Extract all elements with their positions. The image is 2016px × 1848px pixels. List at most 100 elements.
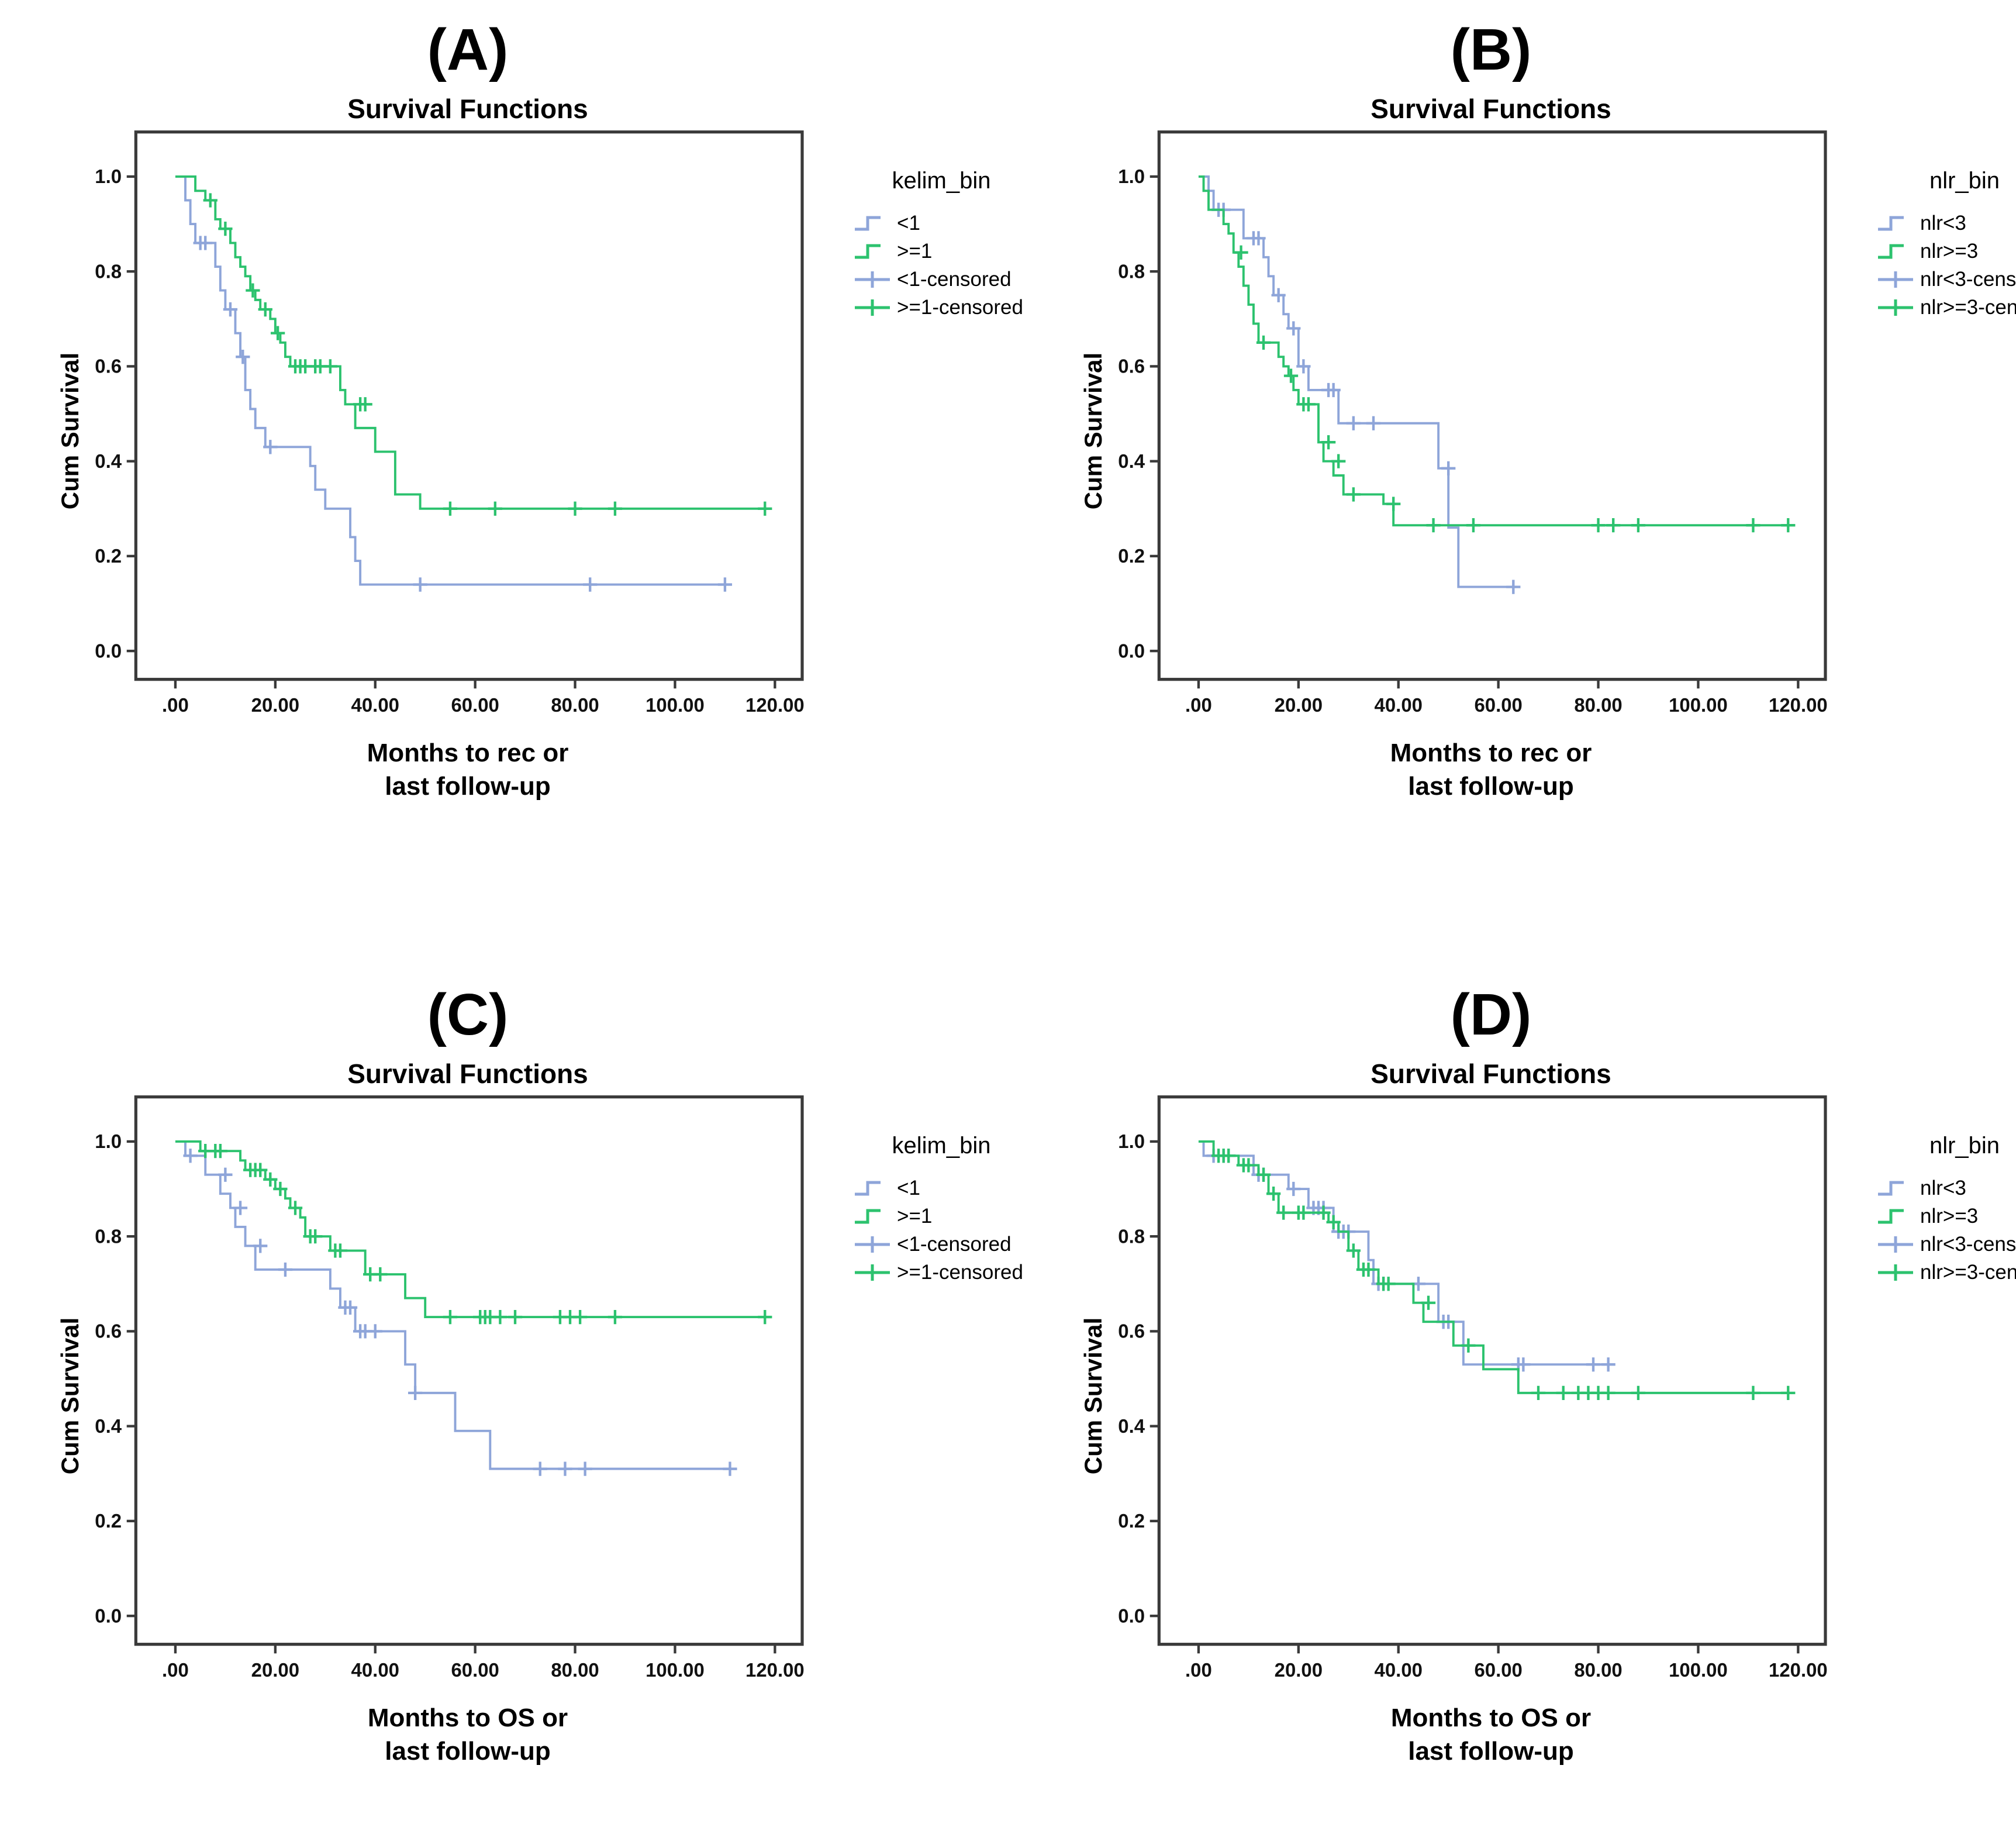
svg-text:80.00: 80.00 bbox=[551, 694, 599, 716]
svg-text:100.00: 100.00 bbox=[645, 694, 705, 716]
svg-text:0.2: 0.2 bbox=[95, 545, 122, 567]
legend-item-label: nlr>=3-censored bbox=[1920, 296, 2016, 319]
y-axis-label: Cum Survival bbox=[1076, 1092, 1111, 1700]
legend-item-label: >=1-censored bbox=[897, 1261, 1023, 1284]
legend-item-label: nlr<3 bbox=[1920, 1177, 1966, 1199]
legend-item-label: <1-censored bbox=[897, 1233, 1012, 1256]
svg-text:120.00: 120.00 bbox=[1769, 1659, 1828, 1681]
legend-item-label: >=1 bbox=[897, 1205, 933, 1228]
svg-text:0.8: 0.8 bbox=[1118, 1225, 1145, 1247]
legend-item: >=1 bbox=[854, 1205, 1064, 1228]
y-axis-label-text: Cum Survival bbox=[56, 1317, 84, 1475]
legend-item-label: nlr<3-censored bbox=[1920, 1233, 2016, 1256]
x-axis-label-line2: last follow-up bbox=[1408, 1737, 1574, 1766]
svg-text:0.0: 0.0 bbox=[95, 1605, 122, 1626]
legend-a: kelim_bin <1 >=1 <1-censored >=1-censore… bbox=[848, 127, 1064, 735]
step-line-icon bbox=[1878, 1181, 1904, 1196]
svg-text:0.0: 0.0 bbox=[95, 640, 122, 661]
svg-text:80.00: 80.00 bbox=[551, 1659, 599, 1681]
legend-item: nlr>=3 bbox=[1877, 1205, 2016, 1228]
panel-b: (B) Survival Functions Cum Survival .00 2… bbox=[1076, 9, 2016, 803]
censor-plus-icon bbox=[1878, 299, 1913, 316]
legend-item-label: <1-censored bbox=[897, 268, 1012, 291]
panel-c: (C) Survival Functions Cum Survival .00 2… bbox=[53, 974, 1064, 1768]
svg-text:0.6: 0.6 bbox=[95, 1321, 122, 1342]
svg-text:1.0: 1.0 bbox=[95, 166, 122, 187]
y-axis-label-text: Cum Survival bbox=[56, 352, 84, 510]
legend-item: nlr<3-censored bbox=[1877, 268, 2016, 291]
legend-item-label: >=1 bbox=[897, 240, 933, 263]
svg-text:120.00: 120.00 bbox=[1769, 694, 1828, 716]
chart-title: Survival Functions bbox=[1371, 1059, 1611, 1089]
svg-text:100.00: 100.00 bbox=[645, 1659, 705, 1681]
panel-label: (B) bbox=[1450, 17, 1532, 82]
svg-text:0.2: 0.2 bbox=[95, 1510, 122, 1532]
chart-title: Survival Functions bbox=[347, 94, 588, 124]
svg-text:80.00: 80.00 bbox=[1574, 1659, 1622, 1681]
legend-item: <1 bbox=[854, 1177, 1064, 1200]
svg-text:40.00: 40.00 bbox=[351, 694, 399, 716]
panel-label: (A) bbox=[427, 17, 509, 82]
svg-text:0.4: 0.4 bbox=[95, 1415, 122, 1437]
svg-text:40.00: 40.00 bbox=[351, 1659, 399, 1681]
panel-label: (C) bbox=[427, 982, 509, 1047]
legend-title: nlr_bin bbox=[1929, 168, 2000, 194]
legend-item: >=1-censored bbox=[854, 296, 1064, 319]
panel-label: (D) bbox=[1450, 982, 1532, 1047]
censor-plus-icon bbox=[1878, 271, 1913, 288]
svg-text:60.00: 60.00 bbox=[1474, 694, 1522, 716]
svg-text:20.00: 20.00 bbox=[251, 1659, 299, 1681]
legend-item: nlr<3 bbox=[1877, 212, 2016, 235]
x-axis-label: Months to OS or last follow-up bbox=[88, 1701, 848, 1768]
legend-item: nlr>=3-censored bbox=[1877, 296, 2016, 319]
censor-plus-icon bbox=[1878, 1264, 1913, 1281]
step-line-icon bbox=[1878, 216, 1904, 231]
x-axis-label: Months to OS or last follow-up bbox=[1111, 1701, 1871, 1768]
svg-text:60.00: 60.00 bbox=[451, 1659, 499, 1681]
legend-item-label: nlr>=3 bbox=[1920, 240, 1979, 263]
chart-title: Survival Functions bbox=[1371, 94, 1611, 124]
svg-text:60.00: 60.00 bbox=[451, 694, 499, 716]
panel-d: (D) Survival Functions Cum Survival .00 2… bbox=[1076, 974, 2016, 1768]
x-axis-label-line2: last follow-up bbox=[385, 1737, 551, 1766]
x-axis-label-line2: last follow-up bbox=[385, 772, 551, 801]
svg-text:120.00: 120.00 bbox=[745, 694, 805, 716]
km-plot-d: .00 20.00 40.00 60.00 80.00 100.00 120.00 0.0 0.… bbox=[1118, 1095, 1828, 1681]
step-line-icon bbox=[855, 1181, 881, 1196]
svg-text:40.00: 40.00 bbox=[1375, 1659, 1423, 1681]
step-line-icon bbox=[855, 216, 881, 231]
legend-d: nlr_bin nlr<3 nlr>=3 nlr<3-censored nlr>… bbox=[1871, 1092, 2016, 1700]
km-plot-a: .00 20.00 40.00 60.00 80.00 100.00 120.00 0.0 0.… bbox=[95, 130, 805, 716]
step-line-icon bbox=[855, 244, 881, 259]
legend-b: nlr_bin nlr<3 nlr>=3 nlr<3-censored nlr>… bbox=[1871, 127, 2016, 735]
legend-title: nlr_bin bbox=[1929, 1133, 2000, 1159]
svg-text:1.0: 1.0 bbox=[1118, 166, 1145, 187]
x-axis-label: Months to rec or last follow-up bbox=[1111, 736, 1871, 803]
step-line-icon bbox=[1878, 1209, 1904, 1224]
svg-text:0.8: 0.8 bbox=[1118, 260, 1145, 282]
svg-text:80.00: 80.00 bbox=[1574, 694, 1622, 716]
svg-text:.00: .00 bbox=[1185, 694, 1212, 716]
legend-item: <1-censored bbox=[854, 1233, 1064, 1256]
legend-item-label: nlr<3-censored bbox=[1920, 268, 2016, 291]
chart-title: Survival Functions bbox=[347, 1059, 588, 1089]
legend-item: <1 bbox=[854, 212, 1064, 235]
x-axis-label-line1: Months to rec or bbox=[1390, 739, 1592, 767]
svg-text:0.2: 0.2 bbox=[1118, 545, 1145, 567]
svg-text:.00: .00 bbox=[1185, 1659, 1212, 1681]
svg-text:.00: .00 bbox=[162, 1659, 189, 1681]
svg-text:20.00: 20.00 bbox=[251, 694, 299, 716]
legend-item-label: nlr>=3-censored bbox=[1920, 1261, 2016, 1284]
legend-item-label: >=1-censored bbox=[897, 296, 1023, 319]
legend-item: >=1 bbox=[854, 240, 1064, 263]
legend-item: nlr<3-censored bbox=[1877, 1233, 2016, 1256]
y-axis-label-text: Cum Survival bbox=[1079, 1317, 1107, 1475]
y-axis-label: Cum Survival bbox=[53, 127, 88, 735]
svg-text:1.0: 1.0 bbox=[1118, 1130, 1145, 1152]
step-line-icon bbox=[1878, 244, 1904, 259]
legend-c: kelim_bin <1 >=1 <1-censored >=1-censore… bbox=[848, 1092, 1064, 1700]
svg-text:20.00: 20.00 bbox=[1275, 1659, 1323, 1681]
y-axis-label: Cum Survival bbox=[1076, 127, 1111, 735]
svg-text:40.00: 40.00 bbox=[1375, 694, 1423, 716]
